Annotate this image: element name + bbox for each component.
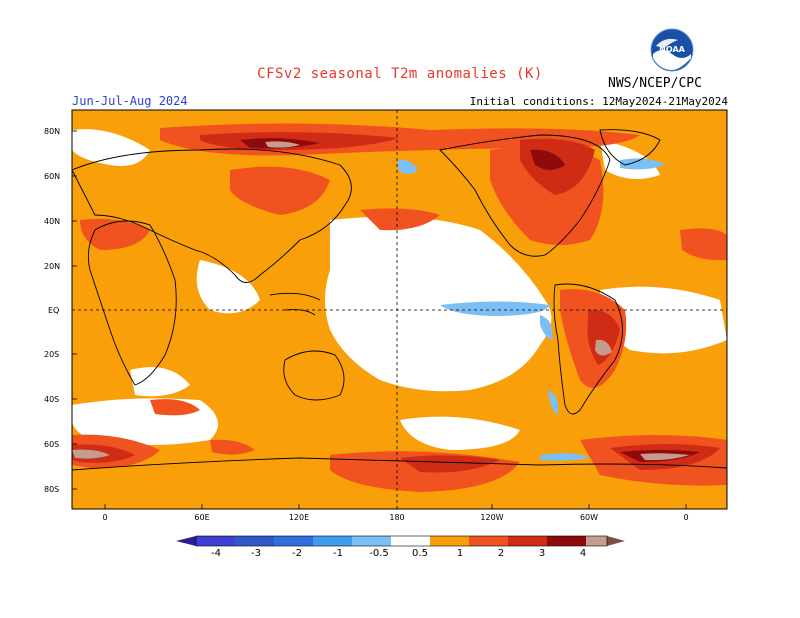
field-extreme-canada (530, 149, 565, 170)
colorbar-label-05: 0.5 (412, 548, 428, 559)
field-warm-ant (210, 439, 255, 455)
lon-label-0-right: 0 (683, 513, 689, 522)
lat-label-60n: 60N (44, 172, 61, 181)
field-max-so-left (72, 449, 110, 459)
field-warm-afr (150, 399, 200, 416)
colorbar-label-1: 1 (456, 548, 464, 559)
colorbar-label-neg1: -1 (333, 548, 343, 559)
colorbar-bin-2 (235, 536, 274, 546)
coast-australia (283, 350, 345, 401)
colorbar-arrow-left (176, 536, 196, 546)
field-max-brazil (595, 339, 612, 356)
colorbar-label-neg3: -3 (251, 548, 261, 559)
field-neutral-sopac (400, 416, 520, 450)
noaa-logo-text: NOAA (659, 45, 685, 54)
colorbar-bin-10 (547, 536, 586, 546)
colorbar-bin-1 (196, 536, 235, 546)
lat-label-80s: 80S (44, 485, 60, 494)
map-title: CFSv2 seasonal T2m anomalies (K) (257, 66, 543, 82)
colorbar-bin-8 (469, 536, 508, 546)
coast-africa (87, 220, 177, 386)
field-neutral-safr (130, 367, 190, 397)
colorbar-bin-7 (430, 536, 469, 546)
coast-namerica (439, 134, 611, 257)
colorbar-label-4: 4 (579, 548, 587, 559)
coast-eurasia (72, 148, 352, 283)
field-warm-npac (360, 208, 440, 231)
field-neutral-pacific (325, 216, 552, 392)
lat-label-80n: 80N (44, 127, 61, 136)
field-cool-eqpac (440, 301, 550, 316)
colorbar (176, 535, 625, 547)
coast-greenland (599, 129, 661, 166)
colorbar-arrow-right (607, 536, 625, 546)
colorbar-label-neg4: -4 (211, 548, 221, 559)
colorbar-bin-6 (391, 536, 430, 546)
lon-label-60w: 60W (579, 513, 599, 522)
field-hot-brazil (587, 309, 620, 365)
field-cool-natl (620, 158, 665, 170)
field-neutral-north (72, 129, 150, 166)
colorbar-label-2: 2 (497, 548, 505, 559)
lon-label-60e: 60E (194, 513, 210, 522)
lat-label-eq: EQ (48, 306, 60, 315)
lat-label-60s: 60S (44, 440, 60, 449)
colorbar-bin-5 (352, 536, 391, 546)
field-cool-so (540, 453, 590, 461)
coast-samerica (553, 283, 623, 415)
field-warm-ne (680, 228, 727, 261)
field-cool-peru (540, 315, 553, 340)
map-frame (71, 109, 728, 510)
noaa-logo: NOAA (650, 28, 694, 72)
axis-ticks (72, 130, 687, 509)
coast-antarctica (72, 457, 727, 471)
field-hot-so-center (400, 455, 500, 473)
lon-label-180: 180 (389, 513, 405, 522)
initial-conditions-label: Initial conditions: 12May2024-21May2024 (469, 95, 728, 108)
lon-label-0: 0 (102, 513, 108, 522)
coastlines (72, 129, 727, 471)
colorbar-label-neg05: -0.5 (369, 548, 389, 559)
lat-label-40s: 40S (44, 395, 60, 404)
lat-label-20s: 20S (44, 350, 60, 359)
field-warm-europe (80, 218, 150, 250)
field-warm-asia (230, 166, 330, 215)
field-neutral-atlantic (600, 286, 727, 354)
field-cool-sam (548, 390, 559, 415)
colorbar-outline (195, 535, 608, 547)
lon-label-120e: 120E (288, 513, 310, 522)
field-neutral-indian (196, 260, 260, 314)
colorbar-bin-3 (274, 536, 313, 546)
season-label: Jun-Jul-Aug 2024 (72, 94, 188, 108)
colorbar-bin-4 (313, 536, 352, 546)
agency-label: NWS/NCEP/CPC (608, 76, 702, 91)
colorbar-bin-11 (586, 536, 607, 546)
field-max-so (640, 453, 690, 461)
lat-label-20n: 20N (44, 262, 61, 271)
colorbar-bin-9 (508, 536, 547, 546)
lat-label-40n: 40N (44, 217, 61, 226)
field-cool-npac (398, 159, 418, 174)
anomaly-field (72, 110, 727, 509)
field-max-arctic (265, 141, 300, 148)
lon-label-120w: 120W (480, 513, 504, 522)
colorbar-label-neg2: -2 (292, 548, 302, 559)
colorbar-label-3: 3 (538, 548, 546, 559)
